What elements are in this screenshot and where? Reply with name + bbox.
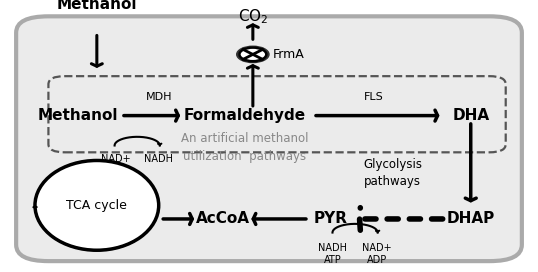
Circle shape bbox=[239, 48, 266, 61]
Circle shape bbox=[237, 46, 269, 63]
Text: DHAP: DHAP bbox=[447, 211, 495, 227]
Text: FLS: FLS bbox=[364, 92, 384, 101]
Text: NAD+: NAD+ bbox=[101, 154, 131, 164]
FancyBboxPatch shape bbox=[16, 16, 522, 261]
Text: Formaldehyde: Formaldehyde bbox=[184, 108, 306, 123]
Text: NADH
ATP: NADH ATP bbox=[318, 243, 347, 265]
Text: Methanol: Methanol bbox=[38, 108, 118, 123]
Text: FrmA: FrmA bbox=[273, 48, 305, 61]
Text: An artificial methanol
utilization  pathways: An artificial methanol utilization pathw… bbox=[181, 132, 308, 163]
Text: Methanol: Methanol bbox=[56, 0, 137, 12]
Text: DHA: DHA bbox=[452, 108, 490, 123]
Text: Glycolysis
pathways: Glycolysis pathways bbox=[363, 158, 422, 188]
Text: PYR: PYR bbox=[314, 211, 348, 227]
Text: TCA cycle: TCA cycle bbox=[66, 199, 128, 212]
Text: MDH: MDH bbox=[145, 92, 172, 101]
Text: CO$_2$: CO$_2$ bbox=[238, 7, 268, 26]
Text: AcCoA: AcCoA bbox=[196, 211, 250, 227]
Text: NADH: NADH bbox=[144, 154, 173, 164]
Ellipse shape bbox=[35, 160, 159, 250]
Text: NAD+
ADP: NAD+ ADP bbox=[362, 243, 392, 265]
